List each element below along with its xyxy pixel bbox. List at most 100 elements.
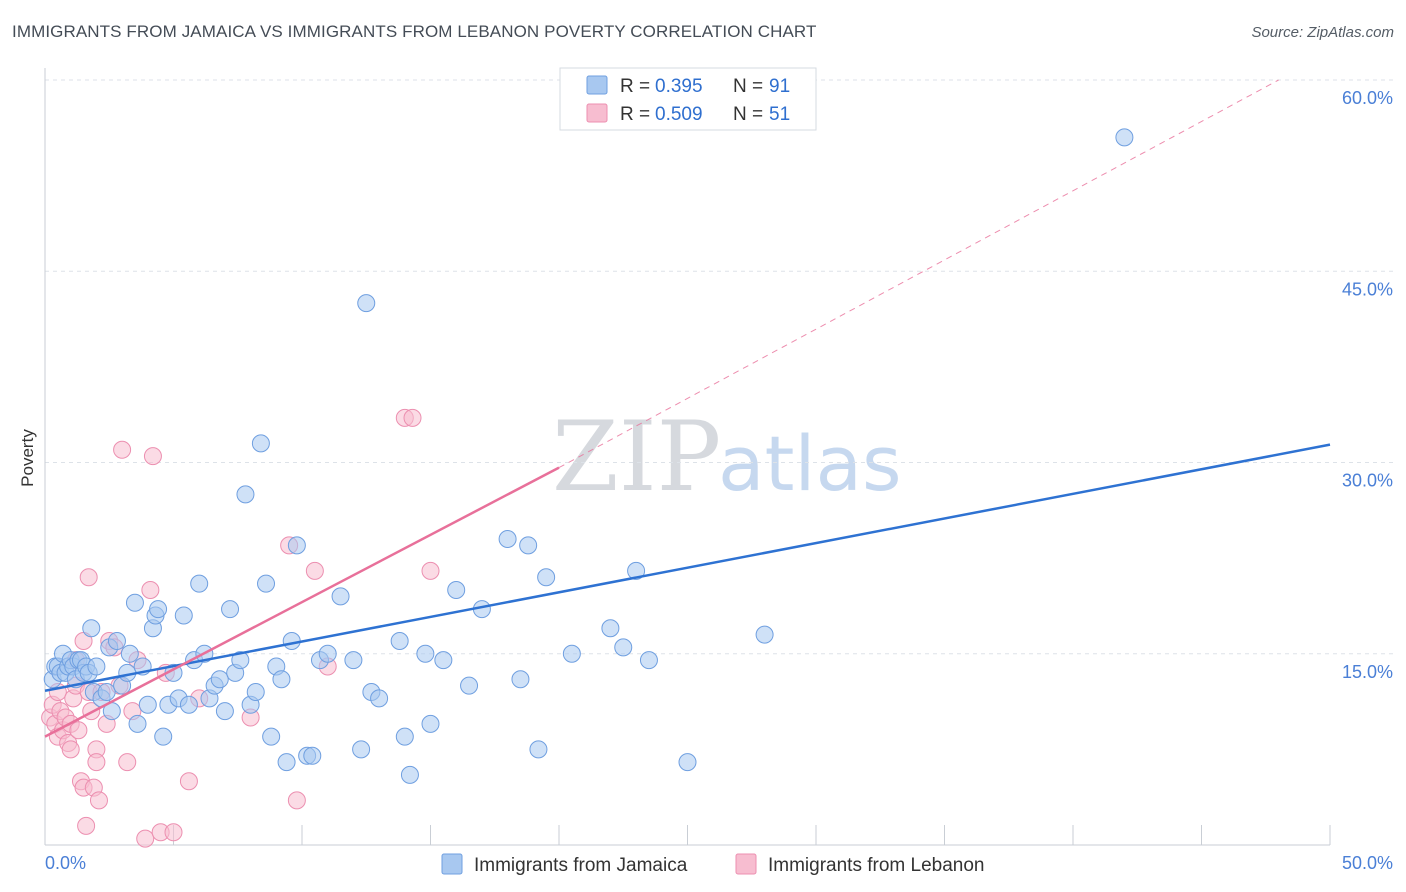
jamaica-point-40 xyxy=(190,574,209,593)
jamaica-point-88 xyxy=(639,651,658,670)
bottom-legend-label-lebanon: Immigrants from Lebanon xyxy=(768,855,985,876)
jamaica-point-51 xyxy=(246,683,265,701)
lebanon-point-14 xyxy=(69,721,88,740)
y-tick-labels: 15.0% 30.0% 45.0% 60.0% xyxy=(1342,88,1393,682)
jamaica-point-84 xyxy=(562,644,581,663)
y-tick-label-0: 15.0% xyxy=(1342,662,1393,682)
jamaica-point-26 xyxy=(125,593,144,612)
lebanon-point-49 xyxy=(403,408,422,427)
watermark: ZIP atlas xyxy=(552,401,902,513)
jamaica-point-22 xyxy=(107,632,126,650)
legend-r-value-lebanon: 0.509 xyxy=(655,104,703,125)
lebanon-point-40 xyxy=(164,823,183,842)
jamaica-point-89 xyxy=(678,753,697,772)
jamaica-point-48 xyxy=(231,651,250,670)
jamaica-point-77 xyxy=(460,676,479,695)
jamaica-point-80 xyxy=(519,536,538,555)
lebanon-point-35 xyxy=(136,829,155,848)
jamaica-point-56 xyxy=(272,670,291,689)
bottom-legend-label-jamaica: Immigrants from Jamaica xyxy=(474,855,688,876)
jamaica-point-25 xyxy=(120,644,139,663)
series-lebanon-points xyxy=(41,408,440,848)
jamaica-point-69 xyxy=(370,689,389,708)
jamaica-point-85 xyxy=(601,619,620,638)
lebanon-point-50 xyxy=(421,561,440,580)
jamaica-point-37 xyxy=(174,606,193,625)
jamaica-point-66 xyxy=(352,740,371,759)
legend-n-label-lebanon: N = xyxy=(733,104,763,125)
jamaica-point-54 xyxy=(262,727,281,746)
jamaica-point-86 xyxy=(614,638,633,657)
x-tick-label-0: 0.0% xyxy=(45,853,86,873)
bottom-legend: Immigrants from Jamaica Immigrants from … xyxy=(441,853,985,876)
jamaica-point-81 xyxy=(511,670,530,689)
jamaica-point-57 xyxy=(277,753,296,772)
jamaica-point-76 xyxy=(447,581,466,599)
jamaica-point-29 xyxy=(138,695,157,714)
lebanon-point-32 xyxy=(118,753,137,772)
legend-r-label-lebanon: R = xyxy=(620,104,650,125)
bottom-legend-swatch-lebanon xyxy=(735,853,757,875)
jamaica-point-87 xyxy=(627,561,646,580)
jamaica-point-49 xyxy=(236,485,255,504)
watermark-zip: ZIP xyxy=(552,401,721,513)
x-tick-label-1: 50.0% xyxy=(1342,853,1393,873)
jamaica-point-74 xyxy=(421,714,440,733)
jamaica-point-59 xyxy=(287,536,306,555)
jamaica-point-82 xyxy=(529,740,548,759)
jamaica-point-61 xyxy=(303,746,322,765)
jamaica-point-46 xyxy=(221,600,240,619)
y-axis-label: Poverty xyxy=(18,429,37,487)
lebanon-point-19 xyxy=(79,568,98,587)
jamaica-point-83 xyxy=(537,568,556,587)
jamaica-point-19 xyxy=(97,683,116,701)
y-tick-label-2: 45.0% xyxy=(1342,279,1393,299)
jamaica-point-71 xyxy=(395,727,414,746)
jamaica-point-67 xyxy=(357,294,376,313)
jamaica-point-70 xyxy=(390,632,409,650)
legend-swatch-jamaica xyxy=(586,75,608,95)
trend-lines xyxy=(44,79,1331,738)
jamaica-point-32 xyxy=(149,600,168,619)
jamaica-point-45 xyxy=(215,702,234,721)
legend-n-label-jamaica: N = xyxy=(733,76,763,97)
x-tick-labels: 0.0% 50.0% xyxy=(45,853,1393,873)
source-label: Source: ZipAtlas.com xyxy=(1251,24,1394,41)
lebanon-point-18 xyxy=(77,816,96,835)
lebanon-point-36 xyxy=(141,581,160,599)
chart-title: IMMIGRANTS FROM JAMAICA VS IMMIGRANTS FR… xyxy=(12,22,817,41)
lebanon-point-41 xyxy=(179,772,198,791)
lebanon-point-37 xyxy=(143,447,162,466)
lebanon-point-24 xyxy=(87,753,106,772)
jamaica-point-72 xyxy=(400,765,419,784)
lebanon-point-9 xyxy=(61,740,80,759)
lebanon-point-25 xyxy=(89,791,108,810)
jamaica-point-27 xyxy=(128,714,147,733)
jamaica-point-73 xyxy=(416,644,435,663)
jamaica-point-58 xyxy=(282,632,301,650)
bottom-legend-swatch-jamaica xyxy=(441,853,463,875)
jamaica-point-17 xyxy=(87,657,106,676)
y-tick-label-3: 60.0% xyxy=(1342,88,1393,108)
jamaica-point-90 xyxy=(755,625,774,644)
y-tick-label-1: 30.0% xyxy=(1342,471,1393,491)
lebanon-point-31 xyxy=(113,440,132,459)
legend: R = 0.395 N = 91 R = 0.509 N = 51 xyxy=(559,67,817,131)
jamaica-point-15 xyxy=(82,619,101,638)
jamaica-point-53 xyxy=(257,574,276,593)
jamaica-point-79 xyxy=(498,530,517,548)
jamaica-point-64 xyxy=(331,587,350,606)
lebanon-point-45 xyxy=(287,791,306,810)
legend-n-value-jamaica: 91 xyxy=(769,76,790,97)
jamaica-point-44 xyxy=(210,670,229,689)
legend-r-value-jamaica: 0.395 xyxy=(655,76,703,97)
watermark-atlas: atlas xyxy=(718,419,902,508)
jamaica-point-63 xyxy=(318,644,337,663)
jamaica-point-33 xyxy=(154,727,173,746)
trend-line-jamaica xyxy=(44,443,1331,692)
legend-r-label-jamaica: R = xyxy=(620,76,650,97)
legend-n-value-lebanon: 51 xyxy=(769,104,790,125)
grid xyxy=(45,79,1395,655)
jamaica-point-38 xyxy=(179,695,198,714)
